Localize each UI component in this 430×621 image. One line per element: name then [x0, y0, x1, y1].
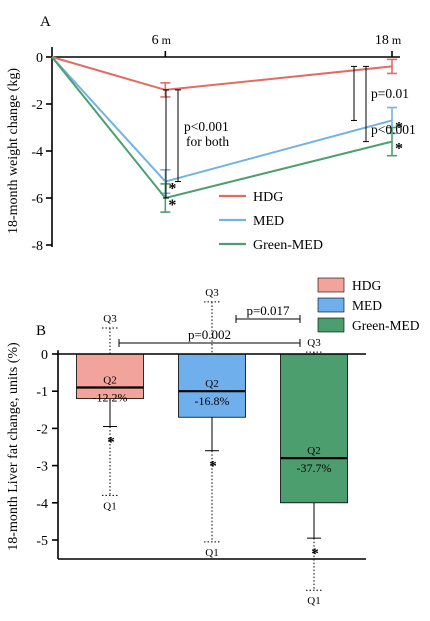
panel-a-label: A — [40, 14, 51, 30]
q3-label: Q3 — [205, 287, 219, 299]
bar-hdg — [76, 353, 144, 400]
series-line-hdg — [51, 56, 393, 91]
panel-b-y-tick-label: -3 — [36, 460, 48, 475]
panel-a-y-axis-label: 18-month weight change (kg) — [6, 68, 21, 234]
q3-label: Q3 — [103, 313, 117, 325]
significance-star: * — [209, 459, 217, 475]
p-value-18m-green: p<0.001 — [371, 122, 416, 137]
p-value-18m-med: p=0.01 — [371, 86, 409, 101]
legend-swatch-green-med — [317, 317, 345, 333]
comparison-p-value: p=0.002 — [188, 327, 231, 342]
percent-label-green-med: -37.7% — [297, 461, 332, 475]
q3-label: Q3 — [307, 337, 321, 349]
legend-label-green-med: Green-MED — [253, 238, 323, 253]
panel-b-y-tick-label: -1 — [36, 385, 48, 400]
legend-label-med: MED — [352, 298, 382, 313]
panel-b-label: B — [36, 323, 46, 339]
panel-a-x-tick-number: 6 — [152, 33, 159, 48]
panel-a-y-tick-label: -2 — [31, 98, 43, 113]
q2-label: Q2 — [307, 445, 320, 457]
q1-label: Q1 — [205, 547, 218, 559]
q2-label: Q2 — [103, 374, 116, 386]
panel-a-y-tick-label: -6 — [31, 192, 43, 207]
significance-star: * — [168, 181, 176, 198]
percent-label-med: -16.8% — [195, 394, 230, 408]
panel-b-y-tick-label: 0 — [41, 348, 48, 363]
panel-a-y-tick-label: -4 — [31, 145, 43, 160]
q2-label: Q2 — [205, 378, 218, 390]
panel-b-y-tick-label: -2 — [36, 422, 48, 437]
significance-star: * — [311, 546, 319, 562]
percent-label-hdg: -12.2% — [93, 390, 128, 404]
legend-swatch-hdg — [317, 277, 345, 293]
panel-a-x-tick-unit: m — [162, 33, 172, 47]
panel-a-x-tick-label: 18 m — [375, 33, 402, 48]
q1-label: Q1 — [103, 500, 116, 512]
panel-b-y-tick-label: -4 — [36, 497, 48, 512]
significance-star: * — [168, 197, 176, 214]
legend-label-green-med: Green-MED — [352, 318, 420, 333]
legend-label-hdg: HDG — [352, 278, 381, 293]
bar-green-med — [280, 353, 348, 504]
legend-label-med: MED — [253, 214, 284, 229]
legend-swatch-med — [317, 297, 345, 313]
comparison-p-value: p=0.017 — [246, 303, 290, 318]
legend-label-hdg: HDG — [253, 190, 283, 205]
significance-star: * — [107, 435, 115, 451]
panel-a-x-tick-unit: m — [392, 33, 402, 47]
bar-med — [178, 353, 246, 418]
panel-b-y-axis-label: 18-month Liver fat change, units (%) — [6, 342, 21, 551]
panel-a-y-tick-label: 0 — [36, 51, 43, 66]
p-value-6m: p<0.001 — [184, 119, 229, 134]
p-value-6m-note: for both — [186, 134, 229, 149]
significance-star: * — [395, 141, 403, 158]
panel-b-y-tick-label: -5 — [36, 534, 48, 549]
q1-label: Q1 — [307, 595, 320, 607]
significance-star: * — [395, 119, 403, 136]
panel-a-x-tick-number: 18 — [375, 33, 389, 48]
panel-a-y-tick-label: -8 — [31, 239, 43, 254]
